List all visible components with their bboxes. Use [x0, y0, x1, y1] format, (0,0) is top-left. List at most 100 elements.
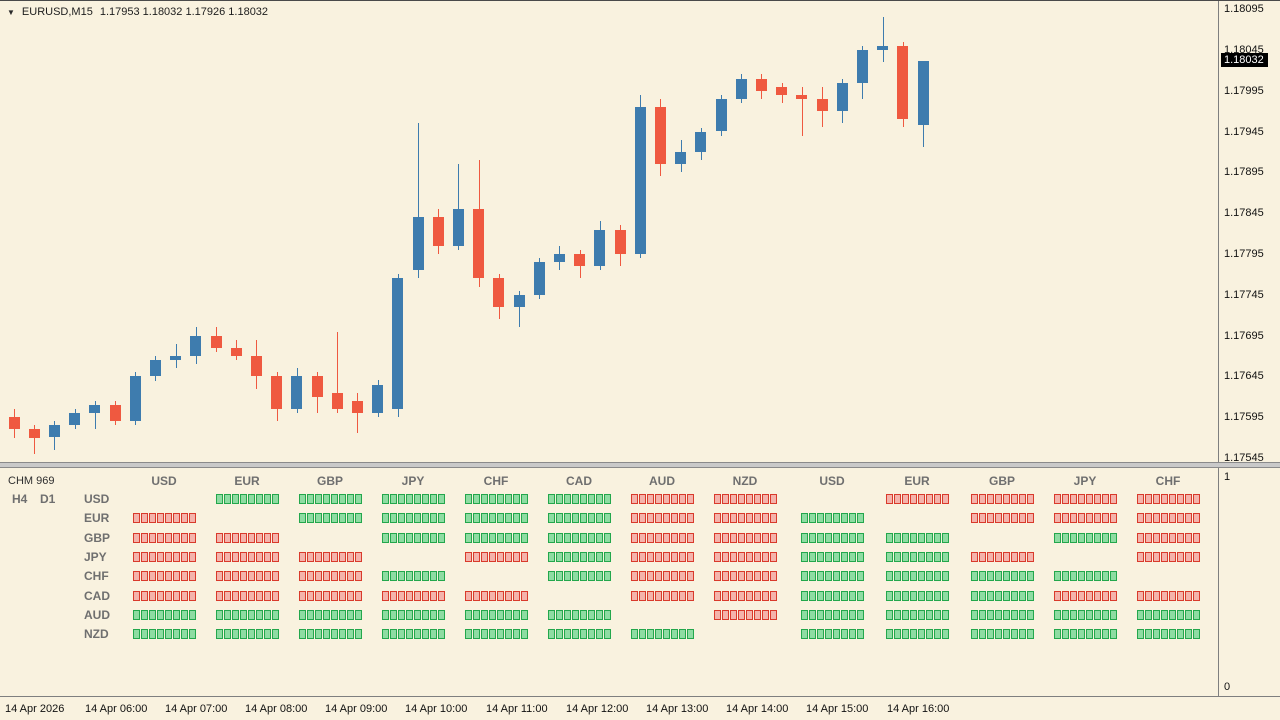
- heatmap-block: [679, 590, 686, 601]
- heatmap-block: [918, 629, 925, 640]
- currency-heatmap-panel[interactable]: CHM 969 USD EUR GBP JPY CHF CAD AUD NZD USD EUR GB…: [0, 468, 1218, 696]
- heatmap-block: [825, 551, 832, 562]
- time-axis[interactable]: 14 Apr 2026 14 Apr 06:00 14 Apr 07:00 14 Ap…: [0, 696, 1280, 720]
- price-chart-canvas[interactable]: ▼ EURUSD,M15 1.17953 1.18032 1.17926 1.1…: [0, 1, 1218, 462]
- heatmap-block: [631, 532, 638, 543]
- heatmap-block: [264, 551, 271, 562]
- heatmap-block: [149, 590, 156, 601]
- heatmap-block: [687, 590, 694, 601]
- heatmap-block: [934, 551, 941, 562]
- heatmap-block: [406, 590, 413, 601]
- heatmap-block: [216, 551, 223, 562]
- heatmap-block: [1153, 629, 1160, 640]
- heatmap-block: [926, 629, 933, 640]
- heatmap-block: [299, 494, 306, 504]
- candle-body: [756, 78, 767, 91]
- heatmap-block: [505, 494, 512, 504]
- heatmap-block: [173, 532, 180, 543]
- heatmap-block: [1185, 513, 1192, 524]
- heatmap-block: [722, 609, 729, 620]
- heatmap-block: [1102, 590, 1109, 601]
- heatmap-block: [1153, 513, 1160, 524]
- heatmap-block: [1086, 532, 1093, 543]
- heatmap-block: [809, 590, 816, 601]
- heatmap-block: [910, 571, 917, 582]
- heatmap-block: [548, 551, 555, 562]
- heatmap-block: [833, 571, 840, 582]
- candle-body: [655, 107, 666, 165]
- heatmap-block: [390, 513, 397, 524]
- heatmap-block: [299, 571, 306, 582]
- heatmap-block: [521, 551, 528, 562]
- heatmap-block: [323, 571, 330, 582]
- heatmap-block: [918, 532, 925, 543]
- heatmap-block: [572, 629, 579, 640]
- heatmap-block: [1062, 590, 1069, 601]
- heatmap-block: [762, 571, 769, 582]
- heatmap-block: [687, 494, 694, 504]
- candle-body: [574, 254, 585, 267]
- heatmap-block: [1019, 629, 1026, 640]
- heatmap-block: [1019, 590, 1026, 601]
- heatmap-block: [1161, 590, 1168, 601]
- heatmap-block: [224, 629, 231, 640]
- symbol-dropdown-icon[interactable]: ▼: [7, 7, 15, 17]
- heatmap-block: [849, 571, 856, 582]
- heatmap-block: [141, 551, 148, 562]
- heatmap-block: [770, 513, 777, 524]
- heatmap-block: [382, 571, 389, 582]
- heatmap-block: [1193, 494, 1200, 504]
- panel-splitter[interactable]: [0, 462, 1280, 468]
- candle-body: [150, 360, 161, 377]
- heatmap-block: [1027, 571, 1034, 582]
- heatmap-block: [1062, 494, 1069, 504]
- heatmap-block: [189, 590, 196, 601]
- heatmap-block: [481, 532, 488, 543]
- heatmap-block: [1003, 590, 1010, 601]
- heatmap-block: [1070, 571, 1077, 582]
- heatmap-block: [857, 513, 864, 524]
- heatmap-block: [588, 513, 595, 524]
- heatmap-block: [746, 551, 753, 562]
- heatmap-block: [323, 590, 330, 601]
- heatmap-block: [513, 551, 520, 562]
- heatmap-block: [770, 532, 777, 543]
- heatmap-block: [149, 629, 156, 640]
- heatmap-row-label: CAD: [84, 588, 110, 603]
- heatmap-block: [430, 629, 437, 640]
- heatmap-block: [390, 571, 397, 582]
- heatmap-block: [738, 590, 745, 601]
- heatmap-block: [1094, 532, 1101, 543]
- heatmap-block: [995, 629, 1002, 640]
- heatmap-block: [817, 590, 824, 601]
- candle-body: [675, 152, 686, 165]
- heatmap-block: [264, 571, 271, 582]
- heatmap-block: [521, 513, 528, 524]
- heatmap-block: [902, 532, 909, 543]
- heatmap-block: [714, 609, 721, 620]
- heatmap-col-header: CHF: [483, 474, 509, 488]
- heatmap-block: [398, 513, 405, 524]
- heatmap-block: [430, 609, 437, 620]
- heatmap-block: [264, 629, 271, 640]
- heatmap-block: [886, 571, 893, 582]
- heatmap-block: [347, 551, 354, 562]
- heatmap-block: [596, 494, 603, 504]
- time-axis-label: 14 Apr 11:00: [486, 703, 548, 715]
- heatmap-block: [438, 590, 445, 601]
- indicator-axis-min: 0: [1224, 681, 1231, 693]
- heatmap-block: [1193, 590, 1200, 601]
- heatmap-block: [1078, 513, 1085, 524]
- heatmap-block: [979, 551, 986, 562]
- heatmap-block: [995, 551, 1002, 562]
- heatmap-block: [141, 513, 148, 524]
- heatmap-block: [995, 571, 1002, 582]
- heatmap-block: [934, 629, 941, 640]
- heatmap-block: [548, 609, 555, 620]
- heatmap-block: [1011, 513, 1018, 524]
- heatmap-block: [671, 494, 678, 504]
- heatmap-block: [564, 629, 571, 640]
- heatmap-block: [430, 513, 437, 524]
- heatmap-block: [189, 532, 196, 543]
- heatmap-block: [1003, 609, 1010, 620]
